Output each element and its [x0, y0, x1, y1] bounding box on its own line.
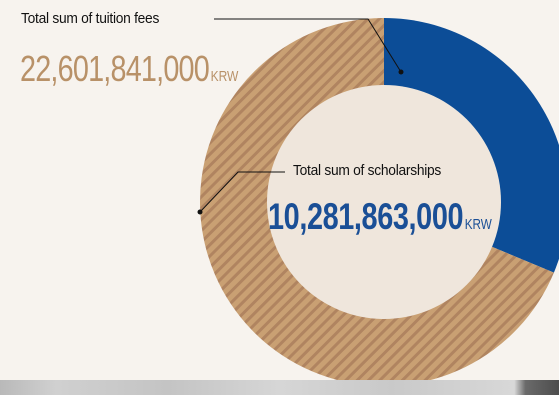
- tuition-leader-line: [214, 18, 402, 73]
- donut-center: [267, 85, 501, 319]
- tuition-amount-unit: KRW: [210, 68, 239, 85]
- tuition-leader-dot: [398, 69, 404, 75]
- tuition-amount-value: 22,601,841,000: [20, 48, 210, 89]
- scholarship-amount-value: 10,281,863,000: [268, 196, 464, 237]
- bottom-photo-strip: [0, 380, 559, 395]
- scholarship-amount-unit: KRW: [464, 216, 492, 233]
- tuition-label: Total sum of tuition fees: [21, 10, 160, 27]
- scholarship-amount: 10,281,863,000 KRW: [268, 196, 492, 238]
- scholarship-leader-line: [199, 171, 285, 213]
- scholarship-label: Total sum of scholarships: [293, 162, 442, 179]
- tuition-amount: 22,601,841,000 KRW: [20, 48, 238, 90]
- scholarship-leader-dot: [197, 209, 203, 215]
